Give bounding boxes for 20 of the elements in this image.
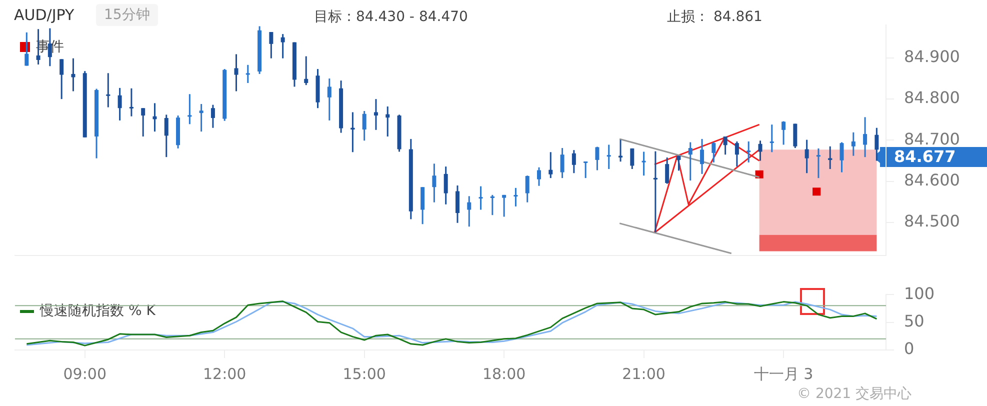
text: 84.677 — [880, 146, 987, 167]
annotation: 止损： 84.861 — [667, 8, 762, 26]
chart-subtitle: 15分钟 — [96, 4, 158, 26]
x-tick-label: 十一月 3 — [754, 364, 814, 383]
y-tick-label: 84.900 — [904, 47, 960, 66]
y-tick-label: 0 — [904, 339, 914, 358]
y-tick-label: 50 — [904, 311, 924, 330]
x-tick-label: 18:00 — [482, 364, 526, 383]
y-tick-label: 84.800 — [904, 88, 960, 108]
text: © 2021 交易中心 — [797, 385, 912, 403]
y-tick-label: 84.700 — [904, 129, 960, 148]
x-tick-label: 12:00 — [202, 364, 246, 383]
y-tick-label: 84.600 — [904, 170, 960, 190]
x-tick-label: 09:00 — [63, 364, 106, 383]
annotation: 目标：84.430 - 84.470 — [314, 8, 468, 26]
x-tick-label: 15:00 — [342, 364, 386, 383]
chart-title: AUD/JPY — [14, 6, 74, 24]
x-tick-label: 21:00 — [622, 364, 666, 383]
y-tick-label: 100 — [904, 284, 935, 303]
y-tick-label: 84.500 — [904, 212, 960, 231]
